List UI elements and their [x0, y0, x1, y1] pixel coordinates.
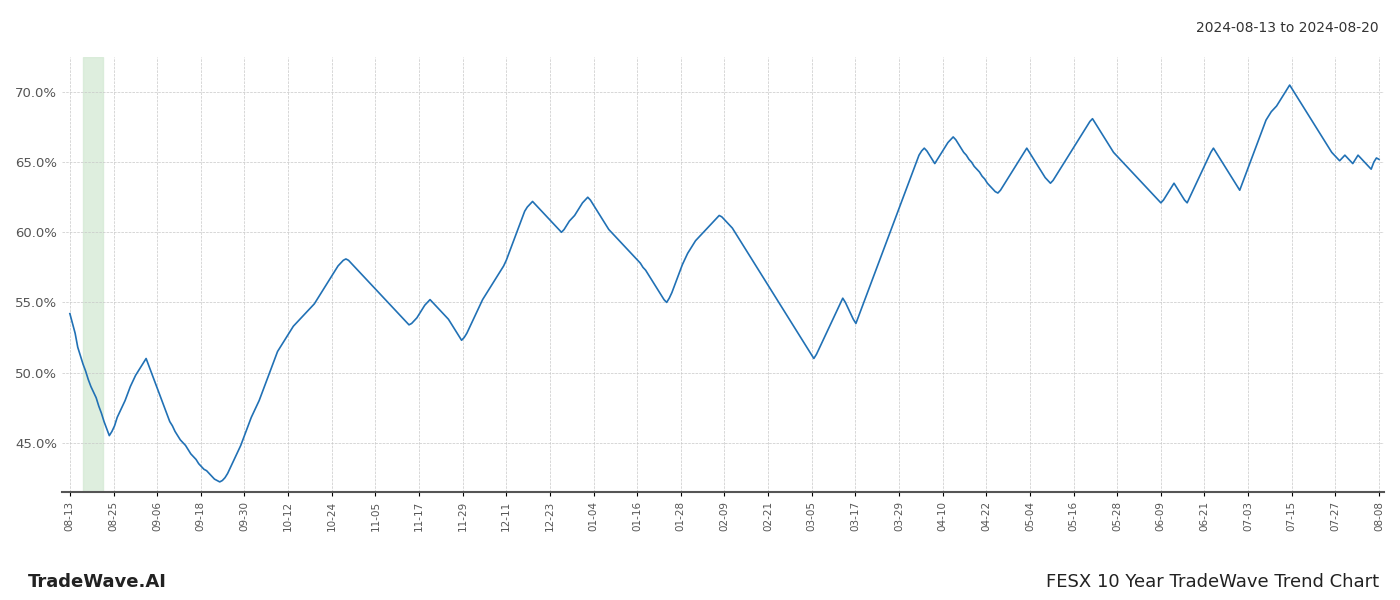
Text: TradeWave.AI: TradeWave.AI	[28, 573, 167, 591]
Text: 2024-08-13 to 2024-08-20: 2024-08-13 to 2024-08-20	[1197, 21, 1379, 35]
Text: FESX 10 Year TradeWave Trend Chart: FESX 10 Year TradeWave Trend Chart	[1046, 573, 1379, 591]
Bar	[83, 57, 102, 492]
